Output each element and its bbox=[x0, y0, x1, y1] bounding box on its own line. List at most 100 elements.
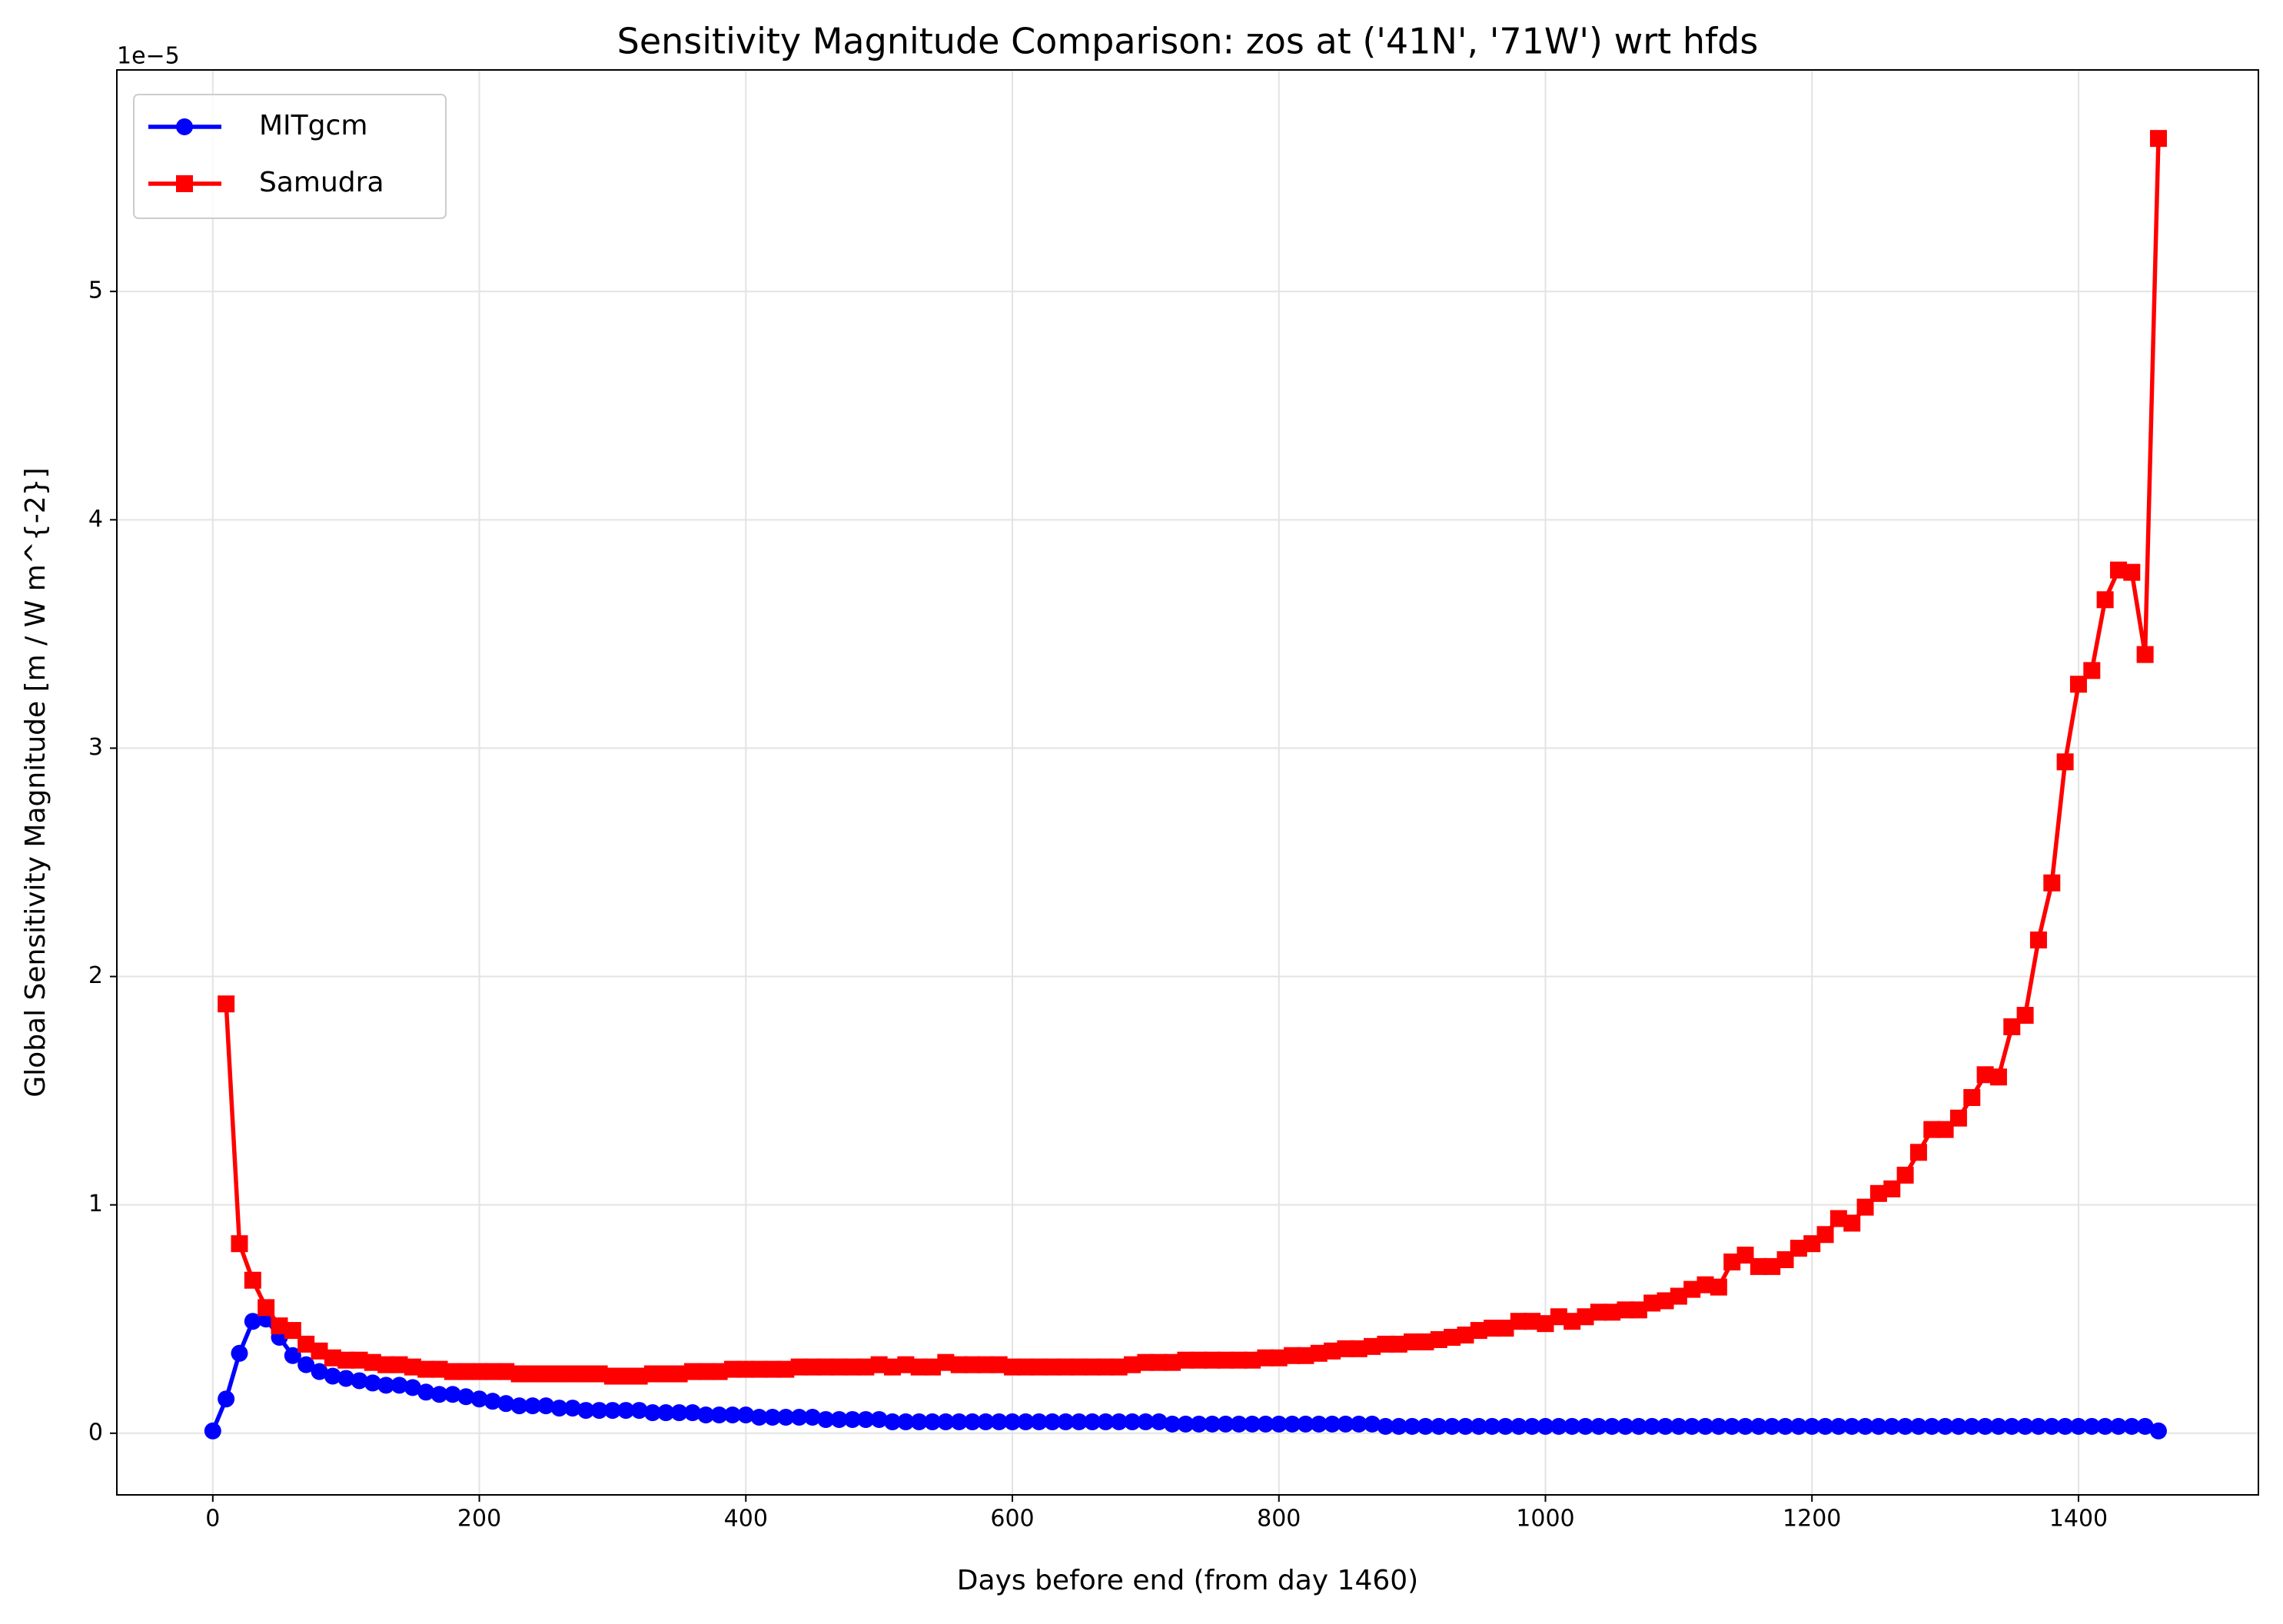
marker bbox=[1989, 1417, 2007, 1435]
marker bbox=[1510, 1417, 1527, 1435]
marker bbox=[977, 1413, 995, 1430]
marker bbox=[1949, 1417, 1967, 1435]
marker bbox=[670, 1365, 688, 1383]
marker bbox=[470, 1363, 488, 1380]
marker bbox=[1150, 1413, 1168, 1430]
marker bbox=[830, 1358, 848, 1376]
marker bbox=[1124, 1356, 1142, 1373]
marker bbox=[377, 1377, 395, 1394]
y-tick-label: 5 bbox=[88, 277, 103, 304]
marker bbox=[1310, 1415, 1328, 1433]
marker bbox=[2043, 1417, 2061, 1435]
marker bbox=[617, 1402, 635, 1420]
marker bbox=[1190, 1351, 1208, 1369]
marker bbox=[1963, 1417, 1981, 1435]
marker bbox=[550, 1400, 568, 1417]
marker bbox=[311, 1363, 328, 1380]
marker bbox=[550, 1365, 568, 1383]
marker bbox=[1883, 1180, 1901, 1197]
x-tick-label: 1400 bbox=[2049, 1506, 2108, 1533]
marker bbox=[1324, 1415, 1341, 1433]
marker bbox=[1417, 1333, 1434, 1350]
marker bbox=[857, 1410, 875, 1428]
marker bbox=[1816, 1417, 1834, 1435]
marker bbox=[1457, 1327, 1474, 1344]
marker bbox=[577, 1365, 595, 1383]
marker bbox=[417, 1360, 435, 1378]
marker bbox=[1790, 1417, 1807, 1435]
x-tick-label: 0 bbox=[205, 1506, 220, 1533]
y-tick-label: 4 bbox=[88, 506, 103, 533]
marker bbox=[523, 1365, 541, 1383]
marker bbox=[2123, 1417, 2141, 1435]
marker bbox=[790, 1358, 808, 1376]
marker bbox=[1270, 1415, 1288, 1433]
marker bbox=[1017, 1358, 1035, 1376]
marker bbox=[1284, 1347, 1301, 1364]
marker bbox=[563, 1365, 581, 1383]
marker bbox=[777, 1360, 795, 1378]
marker bbox=[737, 1360, 755, 1378]
marker bbox=[1550, 1308, 1567, 1326]
marker bbox=[1257, 1349, 1274, 1367]
marker bbox=[1510, 1313, 1527, 1330]
marker bbox=[1630, 1417, 1647, 1435]
marker bbox=[2056, 753, 2074, 771]
marker bbox=[1137, 1413, 1155, 1430]
marker bbox=[1657, 1417, 1674, 1435]
marker bbox=[1550, 1417, 1567, 1435]
marker bbox=[1696, 1276, 1714, 1294]
marker bbox=[1803, 1417, 1821, 1435]
marker bbox=[1670, 1417, 1687, 1435]
marker bbox=[1204, 1351, 1221, 1369]
marker bbox=[523, 1397, 541, 1415]
marker bbox=[1004, 1358, 1022, 1376]
marker bbox=[737, 1406, 755, 1424]
marker bbox=[1364, 1337, 1381, 1355]
marker bbox=[1350, 1415, 1367, 1433]
marker bbox=[1976, 1066, 1994, 1084]
legend-marker bbox=[176, 118, 193, 135]
marker bbox=[1297, 1415, 1314, 1433]
marker bbox=[1217, 1415, 1235, 1433]
marker bbox=[1310, 1344, 1328, 1362]
marker bbox=[497, 1395, 515, 1413]
marker bbox=[2083, 1417, 2101, 1435]
marker bbox=[1244, 1415, 1261, 1433]
marker bbox=[351, 1351, 368, 1369]
grid: 0 200 400 600 800 1000 1200 1400 0 1 2 3 4 5 bbox=[88, 70, 2258, 1533]
marker bbox=[2016, 1007, 2034, 1025]
marker bbox=[1070, 1413, 1088, 1430]
marker bbox=[1084, 1358, 1102, 1376]
marker bbox=[204, 1422, 221, 1440]
marker bbox=[2069, 1417, 2087, 1435]
marker bbox=[2003, 1417, 2021, 1435]
marker bbox=[297, 1356, 315, 1373]
marker bbox=[1803, 1235, 1821, 1253]
marker bbox=[2136, 1417, 2154, 1435]
marker bbox=[937, 1353, 955, 1371]
marker bbox=[790, 1408, 808, 1426]
marker bbox=[1923, 1121, 1941, 1138]
marker bbox=[1377, 1417, 1394, 1435]
marker bbox=[2003, 1018, 2021, 1035]
marker bbox=[1949, 1109, 1967, 1127]
marker bbox=[697, 1406, 715, 1424]
marker bbox=[1617, 1301, 1634, 1319]
marker bbox=[364, 1374, 381, 1392]
marker bbox=[2016, 1417, 2034, 1435]
x-tick-label: 800 bbox=[1257, 1506, 1301, 1533]
marker bbox=[723, 1406, 741, 1424]
marker bbox=[1869, 1184, 1887, 1202]
marker bbox=[404, 1358, 421, 1376]
marker bbox=[2149, 1422, 2167, 1440]
marker bbox=[1537, 1315, 1554, 1333]
marker bbox=[1084, 1413, 1102, 1430]
marker bbox=[1989, 1068, 2007, 1086]
marker bbox=[710, 1406, 728, 1424]
marker bbox=[1470, 1322, 1487, 1340]
marker bbox=[1577, 1308, 1594, 1326]
x-tick-label: 1200 bbox=[1783, 1506, 1841, 1533]
marker bbox=[1683, 1417, 1701, 1435]
marker bbox=[910, 1413, 928, 1430]
